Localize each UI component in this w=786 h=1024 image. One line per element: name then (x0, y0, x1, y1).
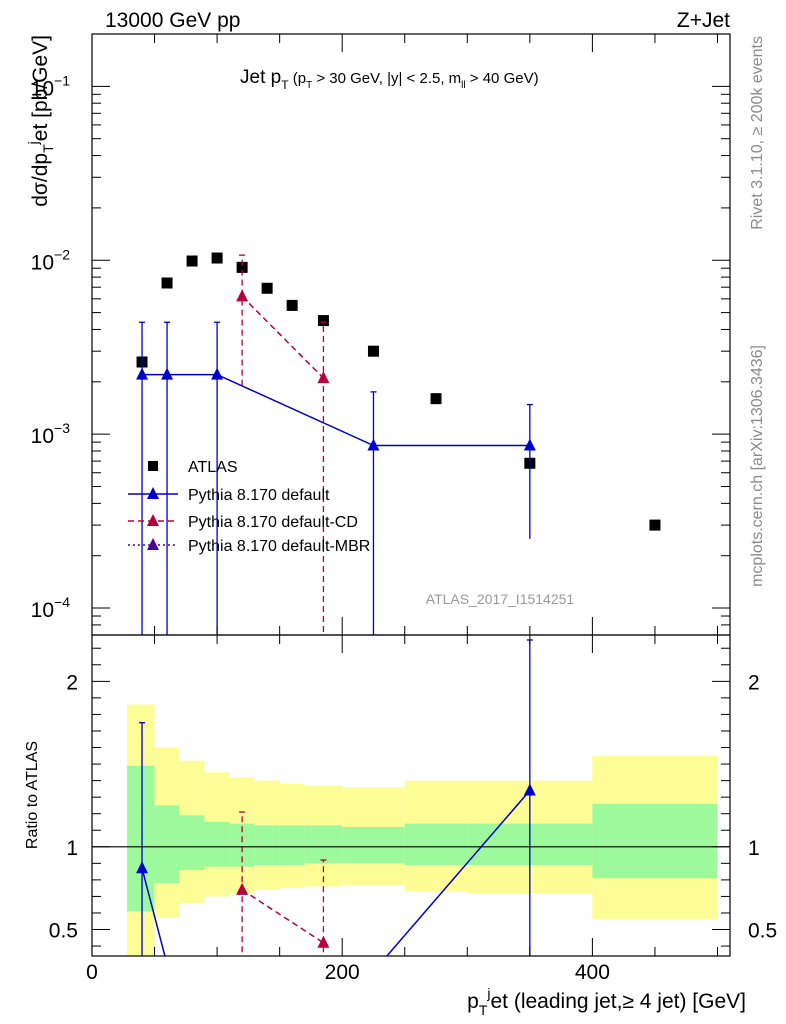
main-title-cut-mid: > 30 GeV, |y| < 2.5, m (312, 70, 461, 87)
ratio-data-point (523, 783, 536, 796)
atlas-data-point (430, 393, 442, 405)
y-tick-label-base: 10 (31, 599, 54, 622)
ratio-band-inner (179, 815, 205, 870)
ratio-y-tick-label-right: 2 (748, 671, 760, 694)
y-tick-label-exp: −4 (54, 594, 70, 610)
ratio-band-inner (342, 826, 405, 864)
ratio-y-tick-label-left: 2 (66, 671, 78, 694)
x-axis-label: pTjet (leading jet,≥ 4 jet) [GeV] (467, 985, 746, 1018)
atlas-data-point (236, 261, 248, 273)
ratio-series-line (141, 790, 531, 956)
ratio-y-tick-label-right: 0.5 (748, 920, 777, 943)
main-y-label-a: dσ/dp (29, 153, 52, 207)
header-right: Z+Jet (677, 9, 730, 32)
mc-series-line (142, 373, 530, 447)
ratio-band-inner (127, 765, 155, 912)
mc-data-point (211, 367, 224, 380)
ratio-y-tick-label-right: 1 (748, 837, 760, 860)
y-tick-label: 10−1 (31, 72, 71, 100)
y-tick-label-base: 10 (31, 251, 54, 274)
main-y-axis-label: dσ/dpTjet [pb/GeV] (25, 35, 56, 207)
rivet-label: Rivet 3.1.10, ≥ 200k events (749, 36, 766, 230)
ratio-band-inner (304, 825, 343, 864)
ratio-plot-frame (91, 634, 731, 957)
legend-label: ATLAS (188, 459, 238, 476)
x-label-sup: j (486, 985, 490, 1001)
x-tick-label: 200 (325, 961, 360, 984)
legend-marker (148, 461, 158, 471)
main-title: Jet pT (pT > 30 GeV, |y| < 2.5, mll > 40… (240, 67, 539, 92)
y-tick-label: 10−3 (31, 420, 71, 448)
atlas-data-point (161, 277, 173, 289)
main-y-label-sub: T (40, 144, 56, 153)
atlas-data-point (261, 282, 273, 294)
ratio-band-inner (404, 823, 468, 865)
ratio-band-inner (254, 825, 280, 865)
ratio-band-inner (154, 805, 180, 884)
main-title-sub: T (281, 78, 289, 92)
y-tick-label: 10−4 (31, 594, 71, 622)
x-label-b: et (leading jet,≥ 4 jet) [GeV] (491, 990, 747, 1013)
main-plot-axes: 10−110−210−310−4 (31, 34, 730, 636)
ratio-band-inner (592, 803, 718, 879)
main-y-label-b: et [pb/GeV] (29, 35, 52, 141)
main-title-text: Jet p (240, 67, 281, 88)
main-title-cut-sub2: ll (461, 80, 465, 91)
ratio-plot-panel: 0.5 0.5 1 1 2 2 0 200 400 Ratio to ATLAS pTjet (… (24, 634, 777, 1018)
analysis-watermark: ATLAS_2017_I1514251 (426, 591, 575, 607)
mc-data-point (136, 367, 149, 380)
x-tick-label: 0 (86, 961, 98, 984)
main-plot-marks (136, 252, 661, 635)
legend-marker (147, 487, 159, 499)
ratio-data-point (136, 861, 149, 874)
y-tick-label: 10−2 (31, 246, 71, 274)
y-tick-label-base: 10 (31, 425, 54, 448)
mc-data-point (317, 371, 330, 384)
atlas-data-point (211, 252, 223, 264)
ratio-series-line (241, 889, 324, 944)
x-label-sub: T (479, 1002, 488, 1018)
atlas-data-point (286, 299, 298, 311)
mcplots-label: mcplots.cern.ch [arXiv:1306.3436] (749, 345, 766, 587)
ratio-data-point (236, 882, 249, 895)
y-tick-label-exp: −3 (54, 420, 70, 436)
ratio-y-axis-label: Ratio to ATLAS (24, 741, 41, 849)
mc-data-point (161, 367, 174, 380)
legend-label: Pythia 8.170 default (188, 487, 330, 504)
ratio-band-inner (204, 821, 230, 867)
main-y-label-sup: j (25, 141, 41, 145)
atlas-data-point (186, 255, 198, 267)
ratio-y-tick-label-left: 1 (66, 837, 78, 860)
atlas-data-point (649, 519, 661, 531)
atlas-data-point (317, 315, 329, 327)
main-title-cut-open: (p (289, 70, 307, 87)
mc-data-point (236, 289, 249, 302)
y-tick-label-exp: −1 (54, 72, 70, 88)
legend-label: Pythia 8.170 default-CD (188, 514, 358, 531)
x-label-a: p (467, 990, 479, 1013)
ratio-plot-axes: 0.5 0.5 1 1 2 2 0 200 400 (49, 635, 777, 984)
ratio-band-inner (279, 825, 305, 865)
legend-marker (147, 538, 159, 550)
mc-data-point (367, 438, 380, 451)
header-left: 13000 GeV pp (105, 9, 240, 32)
ratio-data-point (317, 935, 330, 948)
ratio-y-tick-label-left: 0.5 (49, 920, 78, 943)
main-title-cut-close: > 40 GeV) (466, 70, 539, 87)
main-plot-panel: 10−110−210−310−4 Jet pT (pT > 30 GeV, |y… (25, 33, 731, 636)
legend: ATLAS Pythia 8.170 default Pythia 8.170 de… (128, 459, 370, 555)
legend-marker (147, 514, 159, 526)
mc-series-line (241, 295, 324, 379)
legend-label: Pythia 8.170 default-MBR (188, 538, 370, 555)
y-tick-label-exp: −2 (54, 246, 70, 262)
x-tick-label: 400 (575, 961, 610, 984)
mc-data-point (523, 438, 536, 451)
main-title-cut-sub1: T (306, 80, 312, 91)
atlas-data-point (367, 345, 379, 357)
y-tick-label-base: 10 (31, 77, 54, 100)
ratio-uncertainty-bands (127, 704, 718, 956)
